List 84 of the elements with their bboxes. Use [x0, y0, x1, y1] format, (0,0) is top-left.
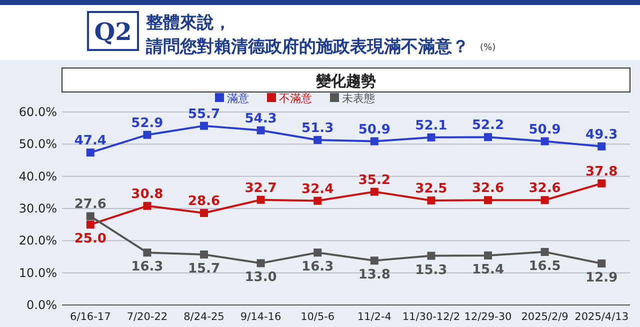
point: [256, 126, 265, 134]
point: [86, 148, 94, 157]
data-label: 50.9: [528, 122, 561, 138]
data-label: 25.0: [74, 232, 106, 247]
point: [200, 209, 208, 218]
point: [256, 259, 265, 268]
data-label: 15.3: [415, 262, 448, 278]
point: [598, 142, 606, 150]
y-tick-label: 0.0%: [26, 298, 57, 312]
data-label: 27.6: [74, 197, 106, 212]
data-label: 50.9: [358, 122, 390, 138]
point: [86, 220, 94, 229]
y-tick-label: 60.0%: [18, 105, 57, 119]
point: [200, 250, 208, 258]
y-tick-label: 50.0%: [18, 137, 57, 152]
point: [143, 202, 152, 210]
text: Q2: [94, 17, 132, 46]
data-label: 49.3: [586, 127, 618, 142]
data-label: 16.3: [302, 260, 334, 275]
x-tick-label: 9/14-16: [240, 311, 282, 323]
data-label: 16.5: [528, 258, 561, 274]
data-label: 15.4: [472, 262, 504, 278]
point: [598, 179, 606, 188]
data-label: 54.3: [244, 111, 277, 126]
legend-label: 滿意: [227, 92, 249, 105]
point: [484, 196, 492, 204]
point: [200, 122, 208, 130]
data-label: 13.0: [244, 270, 277, 286]
data-label: 12.9: [586, 270, 618, 286]
point: [598, 260, 606, 268]
data-label: 52.1: [415, 118, 448, 134]
data-label: 32.7: [244, 180, 277, 196]
point: [86, 212, 94, 220]
data-label: 15.7: [188, 262, 220, 276]
x-tick-label: 12/29-30: [464, 311, 512, 323]
point: [540, 137, 549, 146]
y-tick-label: 10.0%: [18, 266, 57, 280]
point: [484, 251, 492, 260]
legend-label: 未表態: [342, 92, 375, 105]
x-tick-label: 8/24-25: [184, 311, 224, 323]
point: [427, 252, 436, 260]
data-label: 28.6: [188, 194, 220, 210]
data-label: 47.4: [74, 134, 106, 149]
data-label: 32.6: [528, 181, 561, 196]
point: [427, 133, 436, 142]
chart-title: 整體來說，請問您對賴清德政府的施政表現滿不滿意？: [145, 13, 469, 57]
data-label: 13.8: [358, 268, 390, 283]
data-label: 30.8: [131, 186, 164, 202]
x-tick-label: 2025/2/9: [521, 311, 568, 323]
text: (%): [480, 43, 496, 53]
point: [143, 248, 152, 257]
point: [314, 248, 322, 257]
point: [370, 188, 378, 196]
x-tick-label: 10/5-6: [300, 311, 335, 323]
point: [256, 196, 265, 204]
data-label: 52.2: [472, 118, 504, 134]
point: [314, 136, 322, 144]
data-label: 16.3: [131, 260, 164, 275]
x-tick-label: 6/16-17: [70, 311, 111, 323]
y-tick-label: 30.0%: [18, 202, 57, 216]
x-tick-label: 7/20-22: [126, 311, 168, 323]
y-tick-label: 20.0%: [18, 234, 57, 248]
data-label: 35.2: [358, 172, 390, 188]
x-tick-label: 11/30-12/2: [402, 311, 460, 323]
data-label: 55.7: [188, 106, 220, 122]
data-label: 32.4: [302, 182, 334, 197]
x-tick-label: 11/2-4: [357, 311, 392, 323]
point: [370, 137, 378, 146]
data-label: 32.5: [415, 181, 448, 196]
y-tick-label: 40.0%: [18, 169, 57, 184]
point: [143, 130, 152, 139]
point: [484, 133, 492, 142]
data-label: 32.6: [472, 181, 504, 196]
point: [314, 196, 322, 205]
point: [540, 196, 549, 204]
data-label: 52.9: [131, 116, 164, 131]
legend-label: 不滿意: [279, 92, 312, 105]
data-label: 37.8: [586, 164, 618, 180]
data-label: 51.3: [302, 120, 334, 136]
x-tick-label: 2025/4/13: [574, 311, 629, 323]
point: [427, 196, 436, 204]
point: [370, 256, 378, 265]
chart-subtitle: 變化趨勢: [316, 72, 376, 90]
point: [540, 248, 549, 256]
